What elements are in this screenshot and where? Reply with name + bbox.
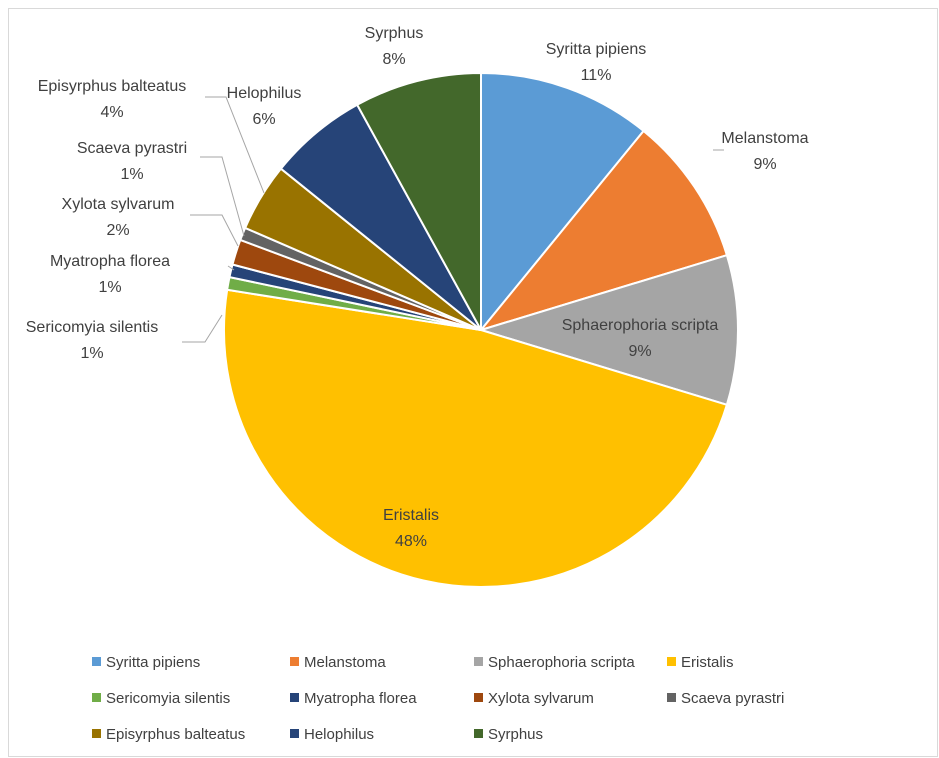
pie-slice-syrphus: [355, 71, 482, 331]
data-label-percent-helophilus: 6%: [252, 111, 275, 128]
legend-label-xylota-sylvarum: Xylota sylvarum: [488, 690, 594, 707]
data-label-percent-eristalis: 48%: [395, 533, 427, 550]
legend-label-helophilus: Helophilus: [304, 726, 374, 743]
data-label-percent-myatropha-florea: 1%: [98, 279, 121, 296]
leader-line-myatropha-florea: [227, 265, 235, 271]
pie-slice-sphaerophoria-scripta: [477, 253, 739, 407]
data-labels: Syritta pipiens 11% Melanstoma 9% Sphaeropho…: [26, 25, 809, 550]
data-label-percent-sphaerophoria-scripta: 9%: [628, 343, 651, 360]
legend-label-sericomyia-silentis: Sericomyia silentis: [106, 690, 230, 707]
data-label-percent-melanstoma: 9%: [753, 156, 776, 173]
data-label-name-sericomyia-silentis: Sericomyia silentis: [26, 319, 158, 336]
data-label-percent-syrphus: 8%: [382, 51, 405, 68]
data-label-percent-scaeva-pyrastri: 1%: [120, 166, 143, 183]
legend-item-episyrphus-balteatus: Episyrphus balteatus: [92, 726, 245, 743]
data-label-percent-episyrphus-balteatus: 4%: [100, 104, 123, 121]
leader-line-episyrphus-balteatus: [205, 96, 265, 194]
legend-item-scaeva-pyrastri: Scaeva pyrastri: [667, 690, 784, 707]
legend-label-scaeva-pyrastri: Scaeva pyrastri: [681, 690, 784, 707]
legend-swatch-xylota-sylvarum: [474, 693, 483, 702]
legend-item-syrphus: Syrphus: [474, 726, 543, 743]
legend-item-myatropha-florea: Myatropha florea: [290, 690, 417, 707]
pie-slice-syritta-pipiens: [480, 71, 645, 333]
legend-label-syritta-pipiens: Syritta pipiens: [106, 654, 200, 671]
legend-swatch-syritta-pipiens: [92, 657, 101, 666]
legend-swatch-sphaerophoria-scripta: [474, 657, 483, 666]
legend-swatch-myatropha-florea: [290, 693, 299, 702]
leader-line-xylota-sylvarum: [190, 214, 239, 247]
legend-label-syrphus: Syrphus: [488, 726, 543, 743]
legend: Syritta pipiens Melanstoma Sphaerophoria s…: [92, 654, 784, 743]
legend-swatch-scaeva-pyrastri: [667, 693, 676, 702]
data-label-name-episyrphus-balteatus: Episyrphus balteatus: [38, 78, 187, 95]
legend-swatch-episyrphus-balteatus: [92, 729, 101, 738]
data-label-name-xylota-sylvarum: Xylota sylvarum: [62, 196, 175, 213]
legend-item-xylota-sylvarum: Xylota sylvarum: [474, 690, 594, 707]
legend-swatch-sericomyia-silentis: [92, 693, 101, 702]
legend-label-sphaerophoria-scripta: Sphaerophoria scripta: [488, 654, 635, 671]
pie-slice-eristalis: [222, 288, 729, 588]
data-label-percent-xylota-sylvarum: 2%: [106, 222, 129, 239]
data-label-name-helophilus: Helophilus: [227, 85, 302, 102]
legend-item-sericomyia-silentis: Sericomyia silentis: [92, 690, 230, 707]
data-label-name-myatropha-florea: Myatropha florea: [50, 253, 170, 270]
legend-item-syritta-pipiens: Syritta pipiens: [92, 654, 200, 671]
legend-item-sphaerophoria-scripta: Sphaerophoria scripta: [474, 654, 635, 671]
legend-swatch-helophilus: [290, 729, 299, 738]
data-label-name-syritta-pipiens: Syritta pipiens: [546, 41, 647, 58]
leader-lines: [182, 96, 724, 343]
legend-item-melanstoma: Melanstoma: [290, 654, 386, 671]
legend-label-myatropha-florea: Myatropha florea: [304, 690, 417, 707]
data-label-name-melanstoma: Melanstoma: [721, 130, 808, 147]
legend-item-helophilus: Helophilus: [290, 726, 374, 743]
pie-slice-melanstoma: [478, 129, 729, 332]
data-label-name-sphaerophoria-scripta: Sphaerophoria scripta: [562, 317, 719, 334]
data-label-name-scaeva-pyrastri: Scaeva pyrastri: [77, 140, 187, 157]
legend-item-eristalis: Eristalis: [667, 654, 734, 671]
data-label-name-syrphus: Syrphus: [365, 25, 424, 42]
legend-swatch-melanstoma: [290, 657, 299, 666]
data-label-percent-sericomyia-silentis: 1%: [80, 345, 103, 362]
leader-line-scaeva-pyrastri: [200, 156, 245, 237]
legend-swatch-eristalis: [667, 657, 676, 666]
legend-label-episyrphus-balteatus: Episyrphus balteatus: [106, 726, 245, 743]
data-label-name-eristalis: Eristalis: [383, 507, 439, 524]
leader-line-sericomyia-silentis: [182, 314, 223, 343]
pie-slices: [222, 71, 739, 588]
legend-label-eristalis: Eristalis: [681, 654, 734, 671]
legend-swatch-syrphus: [474, 729, 483, 738]
data-label-percent-syritta-pipiens: 11%: [581, 67, 612, 84]
legend-label-melanstoma: Melanstoma: [304, 654, 386, 671]
